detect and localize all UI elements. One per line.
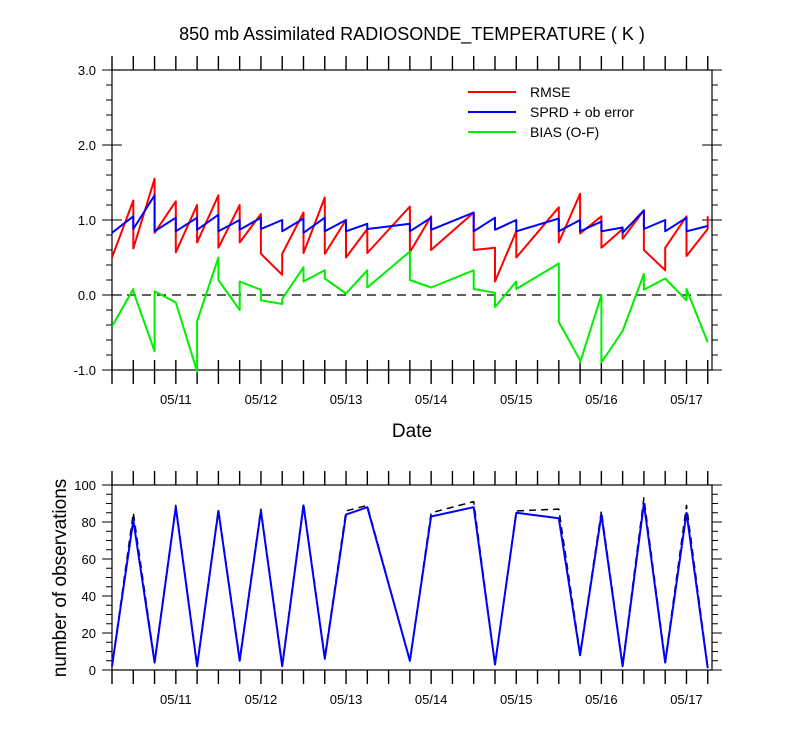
bottom-y-tick-label: 80	[82, 515, 96, 530]
bottom-y-tick-label: 100	[74, 478, 96, 493]
legend-label-bias: BIAS (O-F)	[530, 124, 599, 140]
legend: RMSE SPRD + ob error BIAS (O-F)	[468, 84, 634, 140]
top-x-tick-label: 05/16	[585, 392, 618, 407]
bottom-y-tick-label: 20	[82, 626, 96, 641]
legend-label-rmse: RMSE	[530, 84, 570, 100]
bottom-x-tick-label: 05/17	[670, 692, 703, 707]
bottom-x-tick-label: 05/15	[500, 692, 533, 707]
bottom-x-tick-label: 05/11	[160, 692, 192, 707]
top-y-tick-label: 1.0	[78, 213, 96, 228]
top-x-tick-label: 05/17	[670, 392, 703, 407]
top-series-rmse	[111, 177, 709, 283]
bottom-series-assimilated-observations	[111, 502, 709, 669]
top-series-bias-o-f	[111, 250, 709, 373]
top-x-tick-label: 05/15	[500, 392, 533, 407]
y-axis-label: number of observations	[50, 479, 71, 678]
bottom-x-tick-label: 05/13	[330, 692, 363, 707]
bottom-x-tick-label: 05/16	[585, 692, 618, 707]
bottom-y-tick-label: 0	[89, 663, 96, 678]
top-y-tick-label: 3.0	[78, 63, 96, 78]
bottom-x-tick-label: 05/12	[245, 692, 278, 707]
bottom-y-tick-label: 60	[82, 552, 96, 567]
top-x-tick-label: 05/12	[245, 392, 278, 407]
top-y-tick-label: 0.0	[78, 288, 96, 303]
top-x-tick-label: 05/14	[415, 392, 448, 407]
top-x-tick-label: 05/11	[160, 392, 192, 407]
x-axis-label: Date	[392, 421, 432, 442]
chart-title: 850 mb Assimilated RADIOSONDE_TEMPERATUR…	[179, 24, 645, 45]
top-y-tick-label: -1.0	[74, 363, 96, 378]
bottom-x-tick-label: 05/14	[415, 692, 448, 707]
bottom-y-tick-label: 40	[82, 589, 96, 604]
top-series-sprd-ob-error	[111, 194, 708, 234]
top-y-tick-label: 2.0	[78, 138, 96, 153]
top-x-tick-label: 05/13	[330, 392, 363, 407]
legend-label-sprd: SPRD + ob error	[530, 104, 634, 120]
